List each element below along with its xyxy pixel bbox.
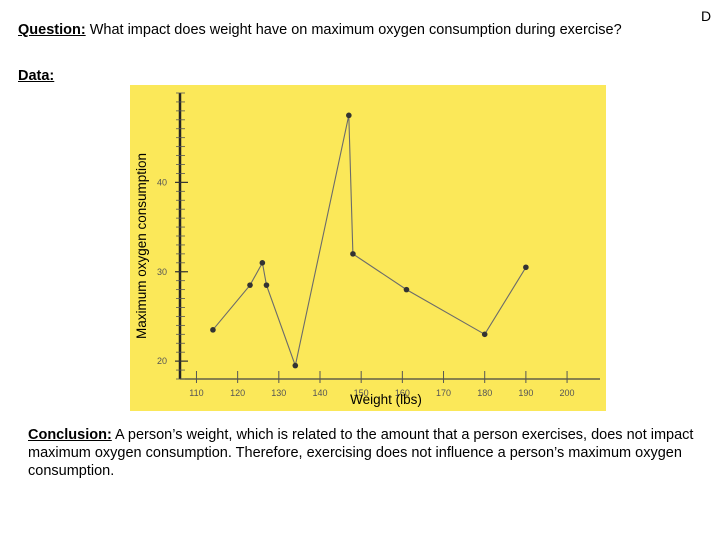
chart-paper-background xyxy=(130,85,606,411)
data-point xyxy=(247,282,253,288)
x-tick-label: 130 xyxy=(271,388,286,398)
question-label: Question: xyxy=(18,22,86,38)
x-tick-label: 110 xyxy=(189,388,203,398)
data-point xyxy=(210,327,216,333)
x-tick-label: 160 xyxy=(395,388,410,398)
y-tick-label: 30 xyxy=(157,267,167,277)
x-tick-label: 190 xyxy=(518,388,533,398)
x-tick-label: 180 xyxy=(477,388,492,398)
chart: 20 30 40 110 120 130 140 150 160 170 180 190 200 Max… xyxy=(130,85,606,411)
data-point xyxy=(346,112,352,119)
x-tick-label: 120 xyxy=(230,388,245,398)
question: Question: What impact does weight have o… xyxy=(18,22,622,38)
data-point xyxy=(263,282,270,288)
x-tick-label: 150 xyxy=(354,388,369,398)
data-point xyxy=(523,264,529,271)
conclusion: Conclusion: A person’s weight, which is … xyxy=(28,426,700,480)
data-point xyxy=(481,331,488,338)
chart-ticks: 20 30 40 110 120 130 140 150 160 170 180 190 200 xyxy=(157,92,575,398)
x-axis-label: Weight (lbs) xyxy=(350,392,422,407)
chart-points xyxy=(210,112,529,369)
conclusion-text: A person’s weight, which is related to t… xyxy=(28,427,694,479)
x-tick-label: 170 xyxy=(436,388,451,398)
data-point xyxy=(403,286,410,293)
y-axis-label: Maximum oxygen consumption xyxy=(134,153,149,339)
data-point xyxy=(350,251,356,257)
y-tick-label: 20 xyxy=(157,356,167,366)
data-point xyxy=(259,260,266,266)
chart-series-line xyxy=(212,115,527,368)
corner-letter: D xyxy=(701,8,712,24)
x-tick-label: 200 xyxy=(560,388,575,398)
conclusion-label: Conclusion: xyxy=(28,427,112,443)
question-text: What impact does weight have on maximum … xyxy=(89,22,622,38)
series-line xyxy=(212,115,527,368)
x-tick-label: 140 xyxy=(312,388,327,398)
data-label: Data: xyxy=(18,68,55,84)
data-point xyxy=(292,362,299,369)
y-tick-label: 40 xyxy=(157,177,167,187)
